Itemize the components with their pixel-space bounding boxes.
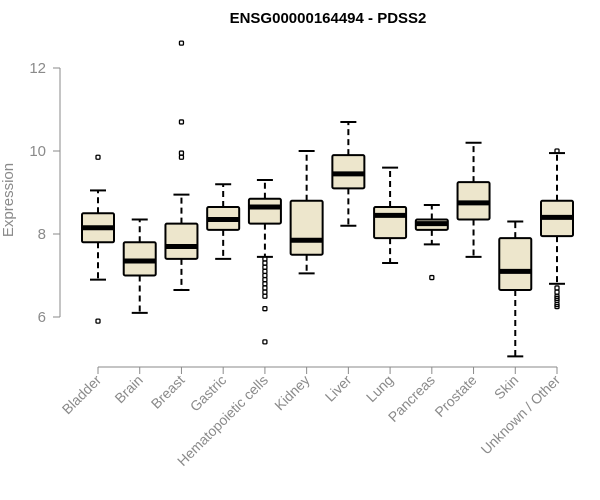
- box-breast: [164, 40, 199, 292]
- chart-title: ENSG00000164494 - PDSS2: [230, 10, 427, 27]
- box-gastric: [206, 183, 241, 260]
- outlier-point: [262, 289, 268, 295]
- box-bladder: [81, 154, 115, 324]
- outlier-point: [262, 276, 268, 283]
- iqr-box: [164, 222, 199, 260]
- outlier-point: [554, 289, 560, 295]
- box-kidney: [289, 150, 324, 275]
- x-tick-label: Bladder: [59, 372, 105, 418]
- box-prostate: [456, 141, 491, 258]
- y-axis-label: Expression: [0, 163, 17, 237]
- x-tick-label: Liver: [322, 372, 355, 405]
- outlier-point: [95, 154, 101, 160]
- outlier-point: [554, 303, 560, 310]
- outlier-point: [262, 306, 268, 312]
- iqr-box: [289, 199, 324, 256]
- box-unknown-other: [540, 148, 574, 310]
- y-tick-label-10: 10: [29, 143, 46, 160]
- outlier-point: [429, 274, 435, 281]
- y-tick-label-6: 6: [38, 309, 46, 326]
- box-pancreas: [414, 203, 449, 281]
- iqr-box: [247, 197, 282, 225]
- iqr-box: [498, 237, 533, 292]
- outlier-point: [178, 119, 185, 125]
- outlier-point: [262, 285, 268, 291]
- x-tick-label: Brain: [111, 372, 145, 406]
- box-lung: [373, 166, 408, 265]
- box-hematopoietic-cells: [247, 179, 282, 345]
- x-tick-label: Breast: [148, 372, 188, 412]
- y-axis-ticks: 6 8 10 12: [29, 60, 60, 326]
- outlier-point: [554, 148, 560, 154]
- outlier-point: [554, 285, 560, 291]
- x-tick-label: Kidney: [271, 372, 313, 414]
- outlier-point: [262, 260, 268, 266]
- iqr-box: [373, 206, 408, 240]
- x-tick-label: Lung: [363, 372, 396, 405]
- x-tick-label: Skin: [491, 372, 522, 403]
- y-tick-label-12: 12: [29, 60, 46, 77]
- outlier-point: [262, 256, 268, 262]
- x-tick-label: Unknown / Other: [478, 372, 564, 458]
- outlier-point: [262, 293, 268, 299]
- box-brain: [122, 218, 157, 314]
- outlier-point: [262, 281, 268, 287]
- boxes-group: [81, 40, 574, 358]
- outlier-point: [262, 268, 268, 275]
- outlier-point: [178, 40, 185, 46]
- outlier-point: [178, 154, 185, 160]
- outlier-point: [262, 264, 268, 270]
- outlier-point: [262, 272, 268, 279]
- outlier-point: [95, 318, 101, 324]
- x-tick-label: Prostate: [431, 372, 479, 420]
- box-liver: [331, 120, 366, 227]
- outlier-point: [178, 150, 185, 156]
- outlier-point: [262, 339, 268, 345]
- y-tick-label-8: 8: [38, 226, 46, 243]
- box-skin: [498, 220, 533, 358]
